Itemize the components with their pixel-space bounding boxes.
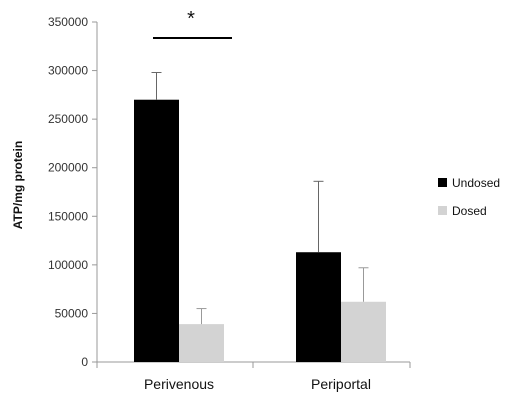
y-tick-label: 0 <box>81 355 88 369</box>
x-category-label: Periportal <box>311 376 371 392</box>
legend-label-dosed: Dosed <box>452 204 487 218</box>
significance-annotation: * <box>187 8 195 30</box>
x-category-label: Perivenous <box>144 376 214 392</box>
legend-swatch-dosed <box>438 206 447 215</box>
y-tick-label: 50000 <box>55 306 89 320</box>
bar-dosed-perivenous <box>179 324 224 362</box>
y-tick-label: 250000 <box>48 112 88 126</box>
y-tick-label: 350000 <box>48 15 88 29</box>
y-tick-label: 200000 <box>48 161 88 175</box>
bar-dosed-periportal <box>341 301 386 362</box>
y-tick-label: 300000 <box>48 64 88 78</box>
y-tick-label: 100000 <box>48 258 88 272</box>
y-tick-label: 150000 <box>48 209 88 223</box>
legend-label-undosed: Undosed <box>452 176 500 190</box>
legend-swatch-undosed <box>438 178 447 187</box>
bar-undosed-perivenous <box>134 99 179 362</box>
bar-undosed-periportal <box>296 252 341 362</box>
y-axis-title: ATP/mg protein <box>11 141 25 229</box>
